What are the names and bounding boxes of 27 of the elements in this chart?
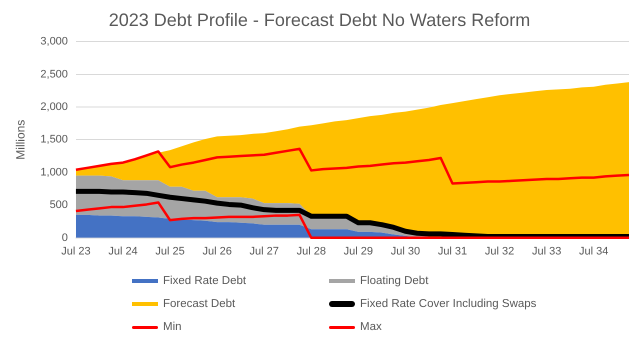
chart-title: 2023 Debt Profile - Forecast Debt No Waters Reform (108, 10, 530, 30)
legend-label: Min (163, 321, 182, 333)
y-tick-label: 500 (50, 199, 68, 212)
x-tick-label: Jul 30 (390, 245, 420, 258)
x-tick-label: Jul 29 (344, 245, 374, 258)
y-tick-label: 2,500 (40, 68, 68, 80)
y-tick-label: 1,000 (40, 166, 68, 178)
y-axis-title: Millions (14, 120, 28, 160)
x-tick-label: Jul 23 (61, 245, 91, 258)
legend-label: Floating Debt (360, 275, 428, 287)
y-tick-label: 0 (62, 232, 68, 244)
x-tick-label: Jul 28 (296, 245, 326, 258)
x-tick-label: Jul 34 (579, 245, 608, 258)
legend-label: Fixed Rate Cover Including Swaps (360, 298, 536, 310)
x-tick-label: Jul 24 (108, 245, 138, 258)
x-tick-label: Jul 25 (155, 245, 185, 258)
legend-label: Forecast Debt (163, 298, 236, 310)
x-tick-label: Jul 27 (250, 245, 279, 258)
x-tick-label: Jul 33 (532, 245, 562, 258)
y-tick-label: 1,500 (40, 134, 68, 146)
x-tick-label: Jul 32 (484, 245, 514, 258)
legend-label: Fixed Rate Debt (163, 275, 246, 287)
y-tick-label: 3,000 (40, 36, 68, 48)
x-tick-label: Jul 26 (202, 245, 232, 258)
legend-label: Max (360, 321, 382, 333)
y-tick-label: 2,000 (40, 101, 68, 114)
x-tick-label: Jul 31 (438, 245, 468, 258)
